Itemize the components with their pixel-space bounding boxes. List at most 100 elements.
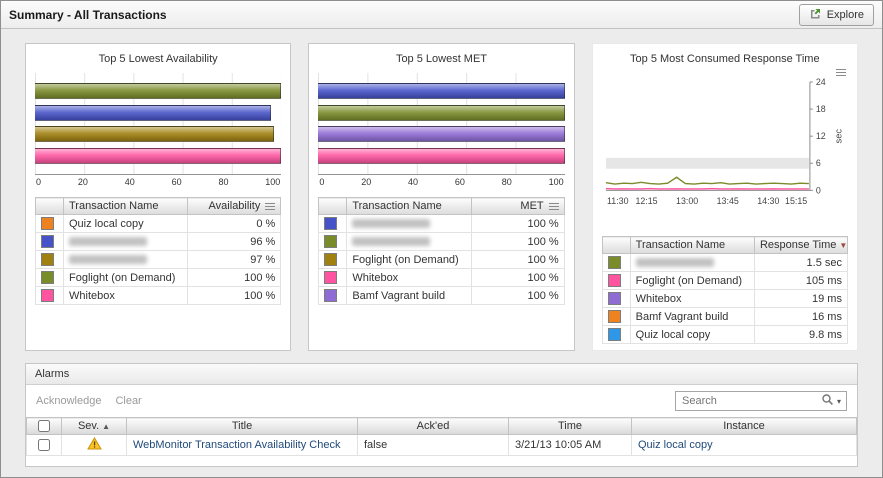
column-header-select[interactable]: [26, 416, 62, 436]
table-row[interactable]: Whitebox 100 %: [318, 268, 565, 287]
series-swatch-cell: [318, 214, 348, 233]
chart-bar-0[interactable]: [318, 82, 565, 99]
chart-bar-1[interactable]: [35, 104, 272, 121]
value-cell: 0 %: [187, 214, 282, 233]
column-header-title[interactable]: Title: [126, 416, 358, 436]
panel-title-response: Top 5 Most Consumed Response Time: [630, 53, 820, 65]
explore-button[interactable]: Explore: [798, 3, 874, 26]
transaction-name-cell: Quiz local copy: [629, 325, 755, 344]
column-header-ack-ed[interactable]: Ack'ed: [357, 416, 509, 436]
series-swatch: [607, 328, 621, 341]
warning-icon: [86, 437, 102, 450]
alarm-checkbox[interactable]: [38, 439, 50, 452]
explore-icon: [809, 7, 822, 23]
table-row[interactable]: Foglight (on Demand) 105 ms: [601, 271, 848, 290]
column-header-swatch: [318, 197, 348, 215]
series-swatch-cell: [35, 268, 64, 287]
chart-bar-1[interactable]: [318, 104, 565, 121]
value-cell: 100 %: [470, 232, 565, 251]
transaction-name-cell: Whitebox: [62, 286, 189, 305]
table-row[interactable]: Foglight (on Demand) 100 %: [318, 250, 565, 269]
table-row[interactable]: 100 %: [318, 214, 565, 233]
chart-bar-2[interactable]: [318, 126, 565, 143]
chart-options-icon[interactable]: [835, 69, 846, 76]
table-row[interactable]: 1.5 sec: [601, 253, 848, 272]
alarm-instance-cell[interactable]: Quiz local copy: [631, 434, 857, 457]
table-row[interactable]: 97 %: [35, 250, 282, 269]
table-row[interactable]: Foglight (on Demand) 100 %: [35, 268, 282, 287]
clear-button[interactable]: Clear: [115, 395, 142, 407]
chart-bar-0[interactable]: [35, 82, 282, 99]
table-row[interactable]: 96 %: [35, 232, 282, 251]
series-swatch: [324, 235, 338, 248]
table-row[interactable]: Quiz local copy 9.8 ms: [601, 325, 848, 344]
chart-bar-3[interactable]: [318, 148, 565, 165]
availability-bar-chart[interactable]: 0 20 40 60 80 100: [35, 73, 282, 187]
column-header-value[interactable]: Response Time ▼: [753, 236, 848, 254]
line-chart-svg: 0 6 12 18 24 sec 11:30 12:15 13:00 13:45 14:30 15:1…: [605, 77, 843, 206]
value-cell: 100 %: [187, 286, 282, 305]
panel-lowest-met: Top 5 Lowest MET 0 20 40 60 80 100 Transactio…: [308, 43, 575, 351]
column-header-transaction-name[interactable]: Transaction Name: [629, 236, 755, 254]
transaction-name-cell: Foglight (on Demand): [346, 250, 472, 269]
column-header-transaction-name[interactable]: Transaction Name: [346, 197, 472, 215]
transaction-name-cell: Whitebox: [629, 289, 755, 308]
series-swatch-cell: [35, 232, 64, 251]
svg-text:13:45: 13:45: [716, 196, 738, 206]
value-cell: 100 %: [470, 286, 565, 305]
series-swatch: [324, 217, 338, 230]
table-row[interactable]: Whitebox 19 ms: [601, 289, 848, 308]
alarm-title-cell[interactable]: WebMonitor Transaction Availability Chec…: [126, 434, 358, 457]
value-cell: 1.5 sec: [753, 253, 848, 272]
svg-text:13:00: 13:00: [676, 196, 698, 206]
table-row[interactable]: Whitebox 100 %: [35, 286, 282, 305]
column-header-transaction-name[interactable]: Transaction Name: [62, 197, 189, 215]
panel-title-availability: Top 5 Lowest Availability: [98, 53, 218, 65]
series-swatch-cell: [601, 307, 631, 326]
series-swatch-cell: [35, 250, 64, 269]
series-swatch-cell: [318, 250, 348, 269]
x-tick-label: 40: [408, 177, 419, 187]
transaction-name-cell: Foglight (on Demand): [62, 268, 189, 287]
column-header-value-label: Availability: [208, 200, 261, 212]
panel-most-consumed-response-time: Top 5 Most Consumed Response Time 0 6 12 18…: [591, 43, 858, 351]
transaction-name-cell: Bamf Vagrant build: [629, 307, 755, 326]
series-swatch: [41, 217, 54, 230]
acknowledge-button[interactable]: Acknowledge: [36, 395, 102, 407]
met-table: Transaction Name MET 100 % 100 % Foglight (…: [318, 197, 565, 305]
series-swatch-cell: [601, 289, 631, 308]
column-header-time[interactable]: Time: [508, 416, 632, 436]
column-header-instance[interactable]: Instance: [631, 416, 857, 436]
x-tick-label: 100: [265, 177, 281, 187]
select-all-checkbox[interactable]: [38, 420, 50, 433]
met-bar-chart[interactable]: 0 20 40 60 80 100: [318, 73, 565, 187]
svg-text:6: 6: [815, 158, 820, 168]
table-row[interactable]: Bamf Vagrant build 100 %: [318, 286, 565, 305]
table-row[interactable]: Bamf Vagrant build 16 ms: [601, 307, 848, 326]
x-tick-label: 20: [77, 177, 88, 187]
alarms-panel: Alarms Acknowledge Clear ▾: [25, 363, 858, 467]
chart-bar-3[interactable]: [35, 148, 282, 165]
search-icon[interactable]: [821, 393, 834, 409]
alarm-row[interactable]: WebMonitor Transaction Availability Chec…: [26, 434, 857, 457]
search-input[interactable]: [676, 395, 816, 407]
search-dropdown-icon[interactable]: ▾: [836, 396, 841, 406]
content-area: Top 5 Lowest Availability 0 20 40 60 80 100 T…: [1, 29, 882, 477]
table-options-icon[interactable]: [548, 202, 559, 210]
svg-text:24: 24: [815, 77, 825, 87]
transaction-name-cell: [346, 214, 472, 233]
series-swatch: [607, 292, 621, 305]
series-swatch: [324, 289, 338, 302]
response-time-line-chart[interactable]: 0 6 12 18 24 sec 11:30 12:15 13:00 13:45 14:30 15:1…: [602, 69, 848, 226]
column-header-value[interactable]: MET: [470, 197, 565, 215]
table-row[interactable]: 100 %: [318, 232, 565, 251]
series-swatch-cell: [318, 232, 348, 251]
transaction-name-cell: [346, 232, 472, 251]
column-header-sev-[interactable]: Sev. ▲: [61, 416, 127, 436]
table-row[interactable]: Quiz local copy 0 %: [35, 214, 282, 233]
series-swatch-cell: [35, 214, 64, 233]
table-options-icon[interactable]: [265, 202, 276, 210]
series-swatch-cell: [35, 286, 64, 305]
chart-bar-2[interactable]: [35, 126, 274, 143]
column-header-value[interactable]: Availability: [187, 197, 282, 215]
